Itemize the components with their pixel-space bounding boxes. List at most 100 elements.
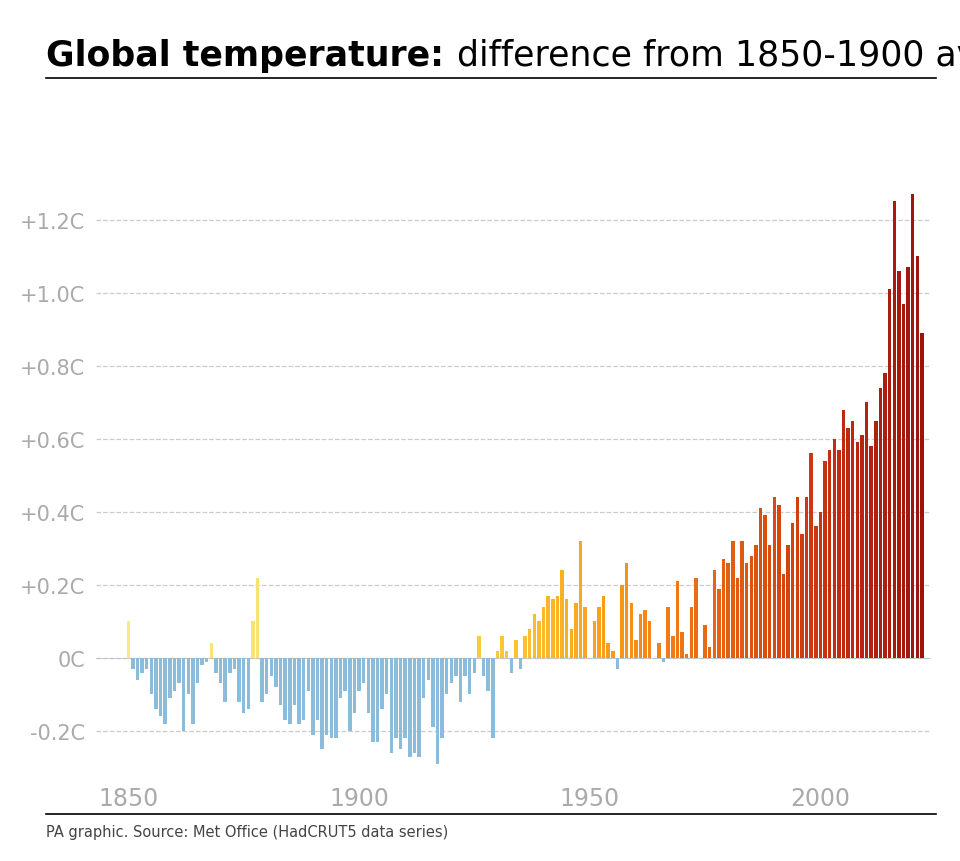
Bar bbox=[380, 658, 384, 709]
Bar bbox=[763, 516, 767, 658]
Bar bbox=[630, 604, 633, 658]
Bar bbox=[773, 498, 776, 658]
Bar bbox=[597, 607, 601, 658]
Bar bbox=[671, 636, 675, 658]
Bar bbox=[607, 643, 610, 658]
Bar bbox=[574, 604, 578, 658]
Bar bbox=[278, 658, 282, 705]
Bar bbox=[888, 289, 892, 658]
Bar bbox=[395, 658, 397, 739]
Bar bbox=[224, 658, 227, 702]
Bar bbox=[237, 658, 241, 702]
Bar bbox=[344, 658, 347, 691]
Bar bbox=[298, 658, 300, 724]
Bar bbox=[689, 607, 693, 658]
Bar bbox=[232, 658, 236, 669]
Bar bbox=[140, 658, 144, 672]
Bar bbox=[592, 622, 596, 658]
Bar bbox=[132, 658, 134, 669]
Bar bbox=[293, 658, 296, 705]
Bar bbox=[431, 658, 435, 728]
Bar bbox=[704, 625, 707, 658]
Bar bbox=[750, 556, 753, 658]
Bar bbox=[178, 658, 180, 684]
Bar bbox=[921, 333, 924, 658]
Bar bbox=[732, 542, 734, 658]
Bar bbox=[556, 596, 559, 658]
Bar bbox=[832, 439, 836, 658]
Bar bbox=[265, 658, 269, 695]
Bar bbox=[666, 607, 670, 658]
Text: PA graphic. Source: Met Office (HadCRUT5 data series): PA graphic. Source: Met Office (HadCRUT5… bbox=[46, 825, 448, 839]
Bar bbox=[301, 658, 305, 720]
Bar bbox=[801, 534, 804, 658]
Bar bbox=[367, 658, 370, 713]
Bar bbox=[191, 658, 195, 724]
Bar bbox=[441, 658, 444, 739]
Bar bbox=[809, 454, 813, 658]
Bar bbox=[472, 658, 476, 672]
Bar bbox=[584, 607, 587, 658]
Bar bbox=[625, 563, 629, 658]
Bar bbox=[421, 658, 425, 698]
Bar bbox=[492, 658, 494, 739]
Bar bbox=[814, 527, 818, 658]
Bar bbox=[495, 651, 499, 658]
Bar bbox=[487, 658, 490, 691]
Bar bbox=[561, 571, 564, 658]
Bar bbox=[620, 585, 624, 658]
Bar bbox=[255, 578, 259, 658]
Bar bbox=[454, 658, 458, 677]
Bar bbox=[755, 545, 757, 658]
Bar bbox=[362, 658, 366, 684]
Bar bbox=[612, 651, 614, 658]
Bar bbox=[306, 658, 310, 691]
Text: difference from 1850-1900 average: difference from 1850-1900 average bbox=[446, 39, 960, 72]
Bar bbox=[316, 658, 320, 720]
Bar bbox=[842, 410, 845, 658]
Bar bbox=[837, 450, 841, 658]
Bar bbox=[515, 640, 517, 658]
Bar bbox=[375, 658, 379, 742]
Bar bbox=[579, 542, 582, 658]
Bar bbox=[684, 654, 688, 658]
Bar bbox=[426, 658, 430, 680]
Bar bbox=[694, 578, 698, 658]
Bar bbox=[449, 658, 453, 684]
Bar bbox=[533, 615, 536, 658]
Bar bbox=[436, 658, 439, 764]
Bar bbox=[898, 271, 900, 658]
Bar bbox=[541, 607, 545, 658]
Bar bbox=[418, 658, 420, 757]
Bar bbox=[135, 658, 139, 680]
Bar bbox=[538, 622, 540, 658]
Bar bbox=[127, 622, 130, 658]
Bar bbox=[413, 658, 416, 753]
Bar bbox=[398, 658, 402, 749]
Bar bbox=[602, 596, 606, 658]
Bar bbox=[168, 658, 172, 698]
Bar bbox=[163, 658, 167, 724]
Bar bbox=[477, 636, 481, 658]
Bar bbox=[717, 589, 721, 658]
Bar bbox=[352, 658, 356, 713]
Bar bbox=[348, 658, 351, 731]
Bar bbox=[768, 545, 772, 658]
Bar bbox=[523, 636, 527, 658]
Bar bbox=[727, 563, 730, 658]
Bar bbox=[546, 596, 550, 658]
Bar bbox=[528, 629, 532, 658]
Bar bbox=[875, 421, 877, 658]
Bar bbox=[209, 643, 213, 658]
Bar bbox=[219, 658, 223, 684]
Bar bbox=[791, 523, 795, 658]
Bar bbox=[311, 658, 315, 734]
Bar bbox=[828, 450, 831, 658]
Bar bbox=[865, 403, 869, 658]
Bar bbox=[288, 658, 292, 724]
Bar bbox=[901, 304, 905, 658]
Bar bbox=[740, 542, 744, 658]
Bar bbox=[819, 512, 822, 658]
Bar bbox=[390, 658, 393, 753]
Bar bbox=[385, 658, 389, 695]
